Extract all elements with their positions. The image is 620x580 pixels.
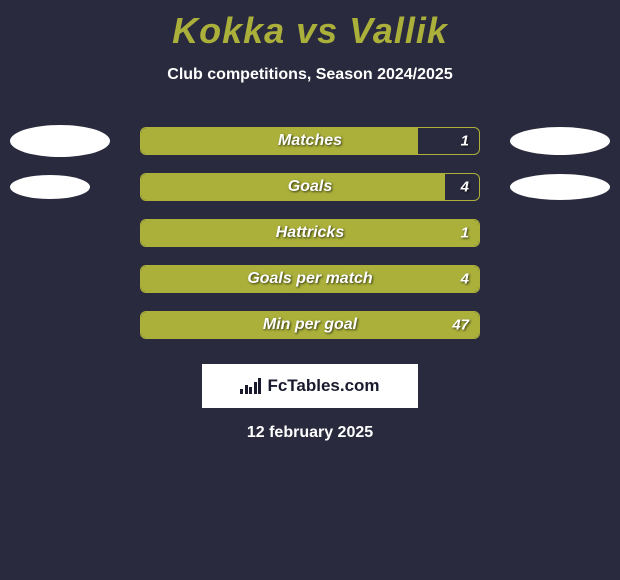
date: 12 february 2025	[0, 424, 620, 442]
left-ellipse	[10, 175, 90, 199]
stat-bar: Goals4	[140, 173, 480, 201]
stat-row: Goals4	[0, 164, 620, 210]
stat-label: Goals	[141, 178, 479, 196]
page-title: Kokka vs Vallik	[0, 0, 620, 52]
stat-label: Matches	[141, 132, 479, 150]
stat-bar: Hattricks1	[140, 219, 480, 247]
stat-value: 4	[461, 179, 469, 196]
stat-label: Goals per match	[141, 270, 479, 288]
brand-box[interactable]: FcTables.com	[202, 364, 418, 408]
stat-value: 1	[461, 225, 469, 242]
stat-value: 1	[461, 133, 469, 150]
subtitle: Club competitions, Season 2024/2025	[0, 66, 620, 84]
right-ellipse	[510, 174, 610, 200]
stat-bar: Matches1	[140, 127, 480, 155]
stats-container: Matches1Goals4Hattricks1Goals per match4…	[0, 118, 620, 348]
right-ellipse	[510, 127, 610, 155]
stat-value: 47	[452, 317, 469, 334]
stat-label: Hattricks	[141, 224, 479, 242]
stat-row: Goals per match4	[0, 256, 620, 302]
stat-row: Matches1	[0, 118, 620, 164]
stat-bar: Min per goal47	[140, 311, 480, 339]
stat-label: Min per goal	[141, 316, 479, 334]
left-ellipse	[10, 125, 110, 157]
stat-row: Hattricks1	[0, 210, 620, 256]
chart-icon	[240, 378, 261, 394]
stat-row: Min per goal47	[0, 302, 620, 348]
stat-value: 4	[461, 271, 469, 288]
brand-text: FcTables.com	[267, 376, 379, 396]
stat-bar: Goals per match4	[140, 265, 480, 293]
